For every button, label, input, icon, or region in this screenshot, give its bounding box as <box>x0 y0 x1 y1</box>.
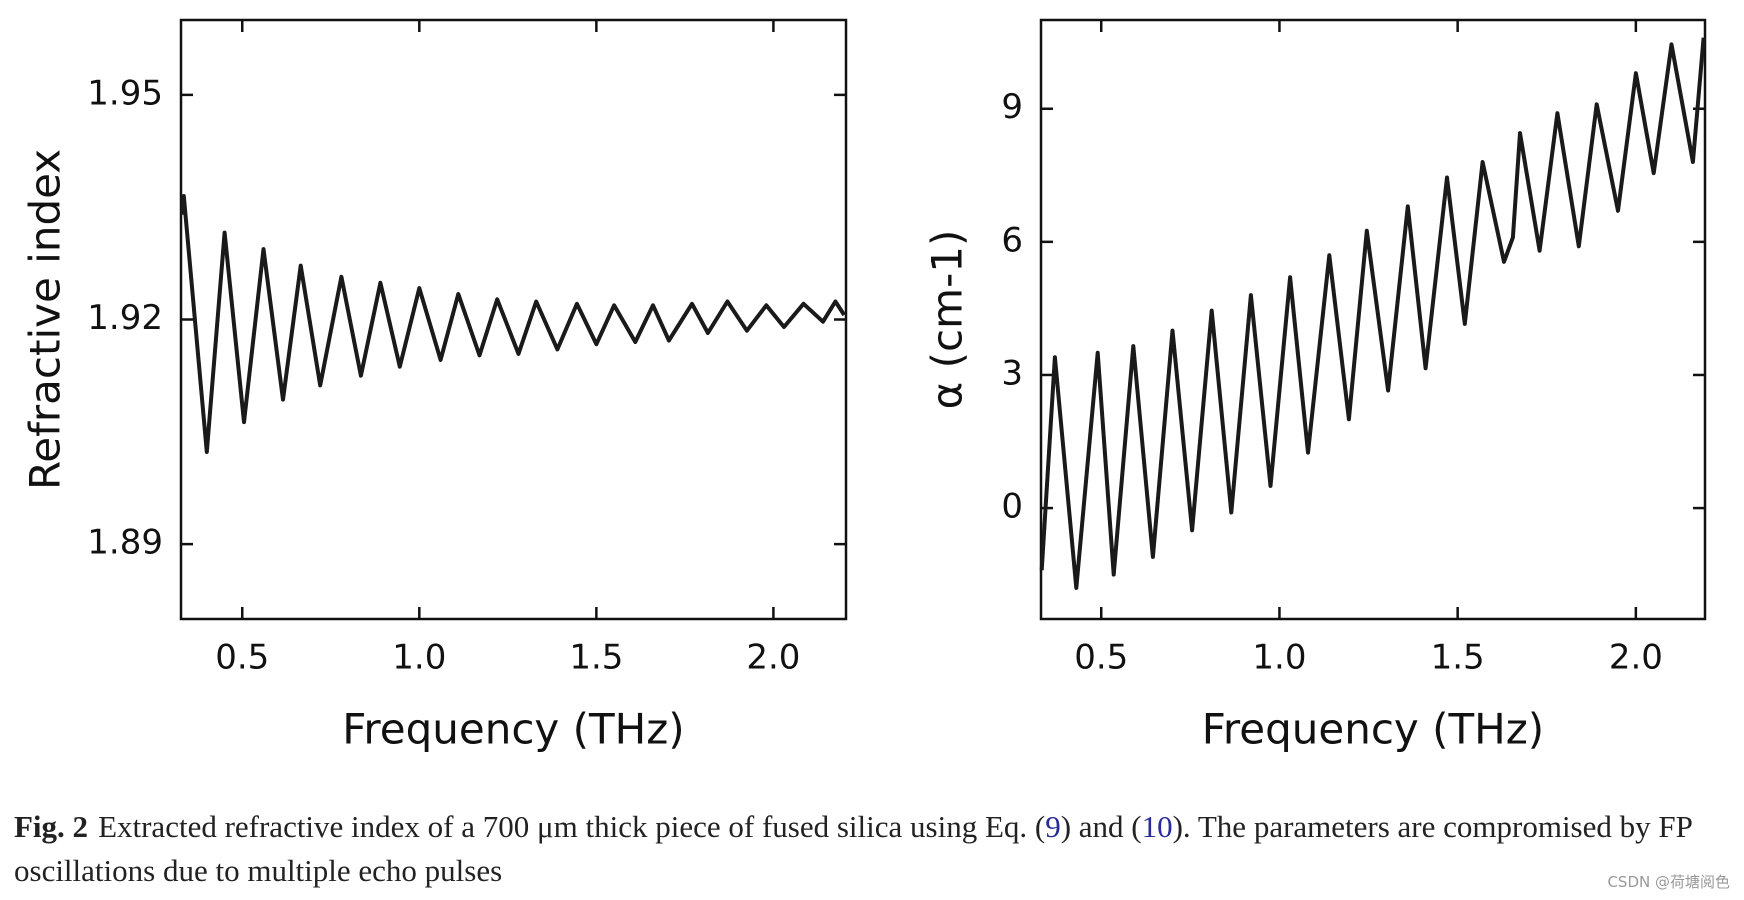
y-axis-title: Refractive index <box>21 149 70 490</box>
x-tick-label: 2.0 <box>746 638 800 678</box>
y-tick-label: 1.95 <box>87 73 163 113</box>
x-tick-label: 0.5 <box>215 638 269 678</box>
x-tick-label: 2.0 <box>1609 638 1663 678</box>
caption: Fig. 2 Extracted refractive index of a 70… <box>14 805 1734 893</box>
watermark: CSDN @荷塘阅色 <box>1607 873 1730 891</box>
y-tick-label: 1.92 <box>87 298 163 338</box>
caption-text: ). The parameters are compromised by FP … <box>14 809 1692 888</box>
caption-ref[interactable]: 9 <box>1045 809 1061 844</box>
y-axis-title: α (cm-1) <box>923 230 972 410</box>
x-axis-title: Frequency (THz) <box>1202 705 1544 754</box>
caption-text: ) and ( <box>1060 809 1142 844</box>
x-tick-label: 1.5 <box>569 638 623 678</box>
x-tick-label: 0.5 <box>1074 638 1128 678</box>
x-tick-label: 1.5 <box>1431 638 1485 678</box>
x-tick-label: 1.0 <box>1252 638 1306 678</box>
x-tick-label: 1.0 <box>392 638 446 678</box>
caption-text: Extracted refractive index of a 700 μm t… <box>98 809 1046 844</box>
plot-frame <box>179 18 848 621</box>
plot-frame <box>1039 18 1707 621</box>
caption-label: Fig. 2 <box>14 809 89 844</box>
y-tick-label: 3 <box>1001 353 1023 393</box>
figure: 0.5 1.0 1.5 2.0 1.89 1.92 1.95 Frequency (THz) R… <box>21 18 1707 754</box>
data-line <box>180 194 846 454</box>
y-tick-label: 9 <box>1001 87 1023 127</box>
y-tick-label: 1.89 <box>87 523 163 563</box>
y-tick-label: 6 <box>1001 220 1023 260</box>
caption-ref[interactable]: 10 <box>1141 809 1173 844</box>
y-tick-label: 0 <box>1001 487 1023 527</box>
data-line <box>1039 37 1706 590</box>
x-axis-title: Frequency (THz) <box>342 705 684 754</box>
